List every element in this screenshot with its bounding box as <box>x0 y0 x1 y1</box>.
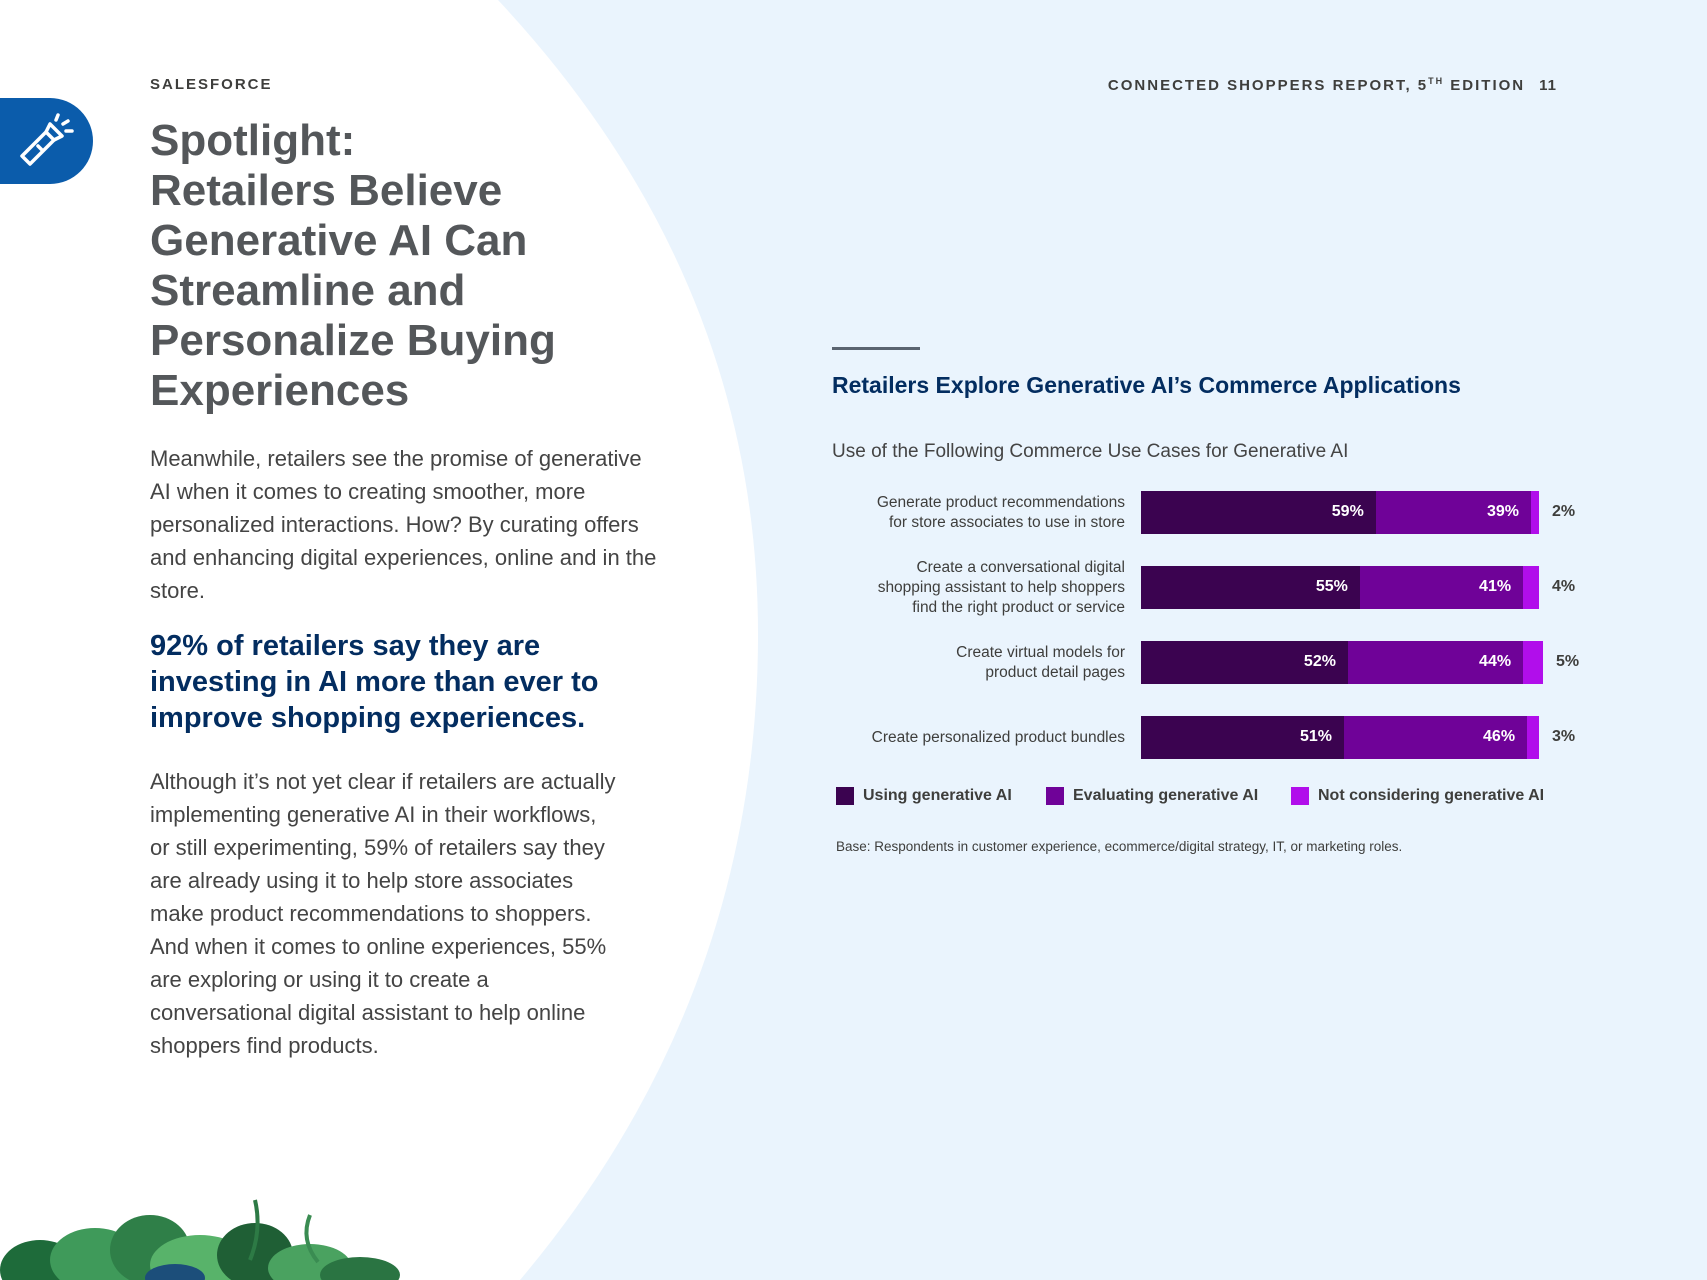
category-label: Generate product recommendations for stor… <box>805 493 1125 533</box>
value-label: 2% <box>1552 503 1576 520</box>
leaves-illustration <box>0 1199 400 1280</box>
legend-swatch <box>1046 787 1064 805</box>
bar-segment <box>1343 716 1528 759</box>
title-line: Spotlight: <box>150 116 356 165</box>
category-label-line: for store associates to use in store <box>888 513 1125 531</box>
chart-divider <box>832 347 920 350</box>
category-label: Create a conversational digital shopping … <box>805 558 1125 618</box>
bar-segment <box>1141 716 1344 759</box>
chart-subtitle: Use of the Following Commerce Use Cases … <box>832 441 1349 462</box>
title-line: Generative AI Can <box>150 216 528 265</box>
value-label: 3% <box>1552 728 1576 745</box>
bar-segment <box>1523 566 1539 609</box>
value-label: 46% <box>1483 728 1516 745</box>
chart-base-note: Base: Respondents in customer experience… <box>836 839 1403 854</box>
title-line: Personalize Buying <box>150 316 556 365</box>
value-label: 39% <box>1487 503 1520 520</box>
title-line: Retailers Believe <box>150 166 503 215</box>
title-line: Experiences <box>150 366 410 415</box>
bar-segment <box>1531 491 1539 534</box>
bar-segment <box>1375 491 1532 534</box>
category-label-line: Create personalized product bundles <box>871 728 1125 746</box>
value-label: 5% <box>1555 653 1580 670</box>
category-label-line: Generate product recommendations <box>876 493 1125 511</box>
bar-segment <box>1359 566 1524 609</box>
value-label: 55% <box>1315 578 1348 595</box>
report-title-edition: EDITION <box>1444 77 1526 94</box>
legend-swatch <box>1291 787 1309 805</box>
value-label: 51% <box>1299 728 1332 745</box>
category-label-line: Create virtual models for <box>956 643 1125 661</box>
value-label: 52% <box>1303 653 1336 670</box>
brand-name: SALESFORCE <box>150 76 273 93</box>
legend-label: Evaluating generative AI <box>1073 787 1259 804</box>
legend-label: Using generative AI <box>863 787 1012 804</box>
legend-label: Not considering generative AI <box>1318 787 1545 804</box>
category-label-line: Create a conversational digital <box>916 558 1125 576</box>
body-paragraph: Although it’s not yet clear if retailers… <box>150 769 616 1058</box>
report-title: CONNECTED SHOPPERS REPORT, 5TH EDITION 11 <box>1108 76 1557 94</box>
bar-segment <box>1141 491 1376 534</box>
flashlight-icon <box>20 113 74 166</box>
bar-segment <box>1527 716 1539 759</box>
value-label: 59% <box>1331 503 1364 520</box>
bar-segment <box>1141 641 1348 684</box>
value-label: 44% <box>1479 653 1512 670</box>
category-label: Create virtual models for product detail … <box>805 643 1125 683</box>
category-label-line: shopping assistant to help shoppers <box>877 578 1125 596</box>
page-number: 11 <box>1539 77 1557 94</box>
bar-segment <box>1523 641 1543 684</box>
chart-title: Retailers Explore Generative AI’s Commer… <box>832 372 1461 398</box>
intro-paragraph: Meanwhile, retailers see the promise of … <box>150 446 657 603</box>
bar-segment <box>1141 566 1360 609</box>
spotlight-badge <box>0 98 93 184</box>
category-label-line: find the right product or service <box>912 598 1125 616</box>
legend-swatch <box>836 787 854 805</box>
report-title-text: CONNECTED SHOPPERS REPORT, 5 <box>1107 77 1429 94</box>
key-stat: 92% of retailers say they are investing … <box>150 630 599 734</box>
report-title-superscript: TH <box>1428 76 1445 86</box>
category-label-line: product detail pages <box>985 663 1125 681</box>
bar-segment <box>1347 641 1524 684</box>
page-title: Spotlight: Retailers Believe Generative … <box>150 116 670 416</box>
category-label: Create personalized product bundles <box>805 728 1125 748</box>
value-label: 4% <box>1552 578 1576 595</box>
title-line: Streamline and <box>150 266 466 315</box>
value-label: 41% <box>1479 578 1512 595</box>
